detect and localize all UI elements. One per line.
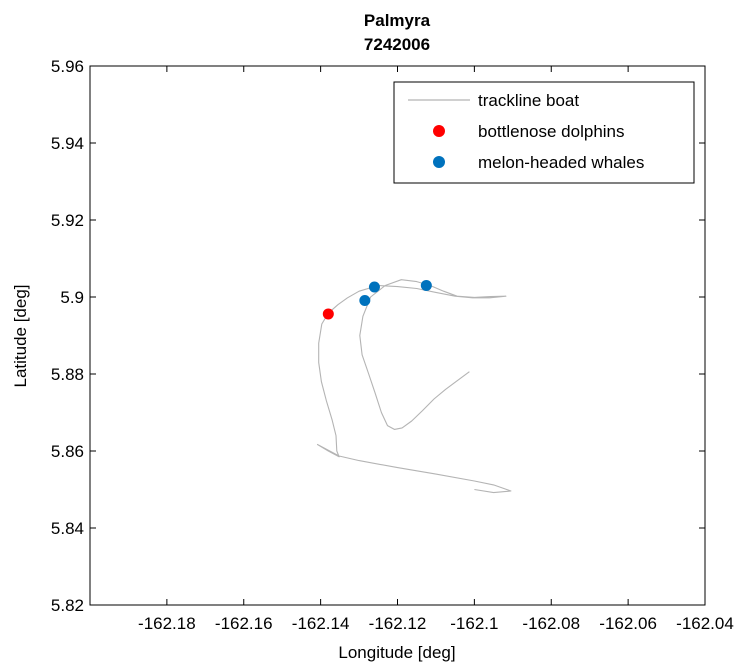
- y-tick-label: 5.88: [51, 365, 84, 384]
- ticks-layer: -162.18 -162.16 -162.14 -162.12 -162.1 -162.0…: [51, 57, 734, 633]
- x-tick-label: -162.12: [369, 614, 427, 633]
- legend: trackline boat bottlenose dolphins melon…: [393, 81, 695, 184]
- x-tick-label: -162.08: [522, 614, 580, 633]
- y-tick-label: 5.82: [51, 596, 84, 615]
- legend-swatch-dolphins: [433, 125, 445, 137]
- legend-label-dolphins: bottlenose dolphins: [478, 122, 625, 141]
- legend-label-whales: melon-headed whales: [478, 153, 644, 172]
- x-tick-label: -162.04: [676, 614, 734, 633]
- x-tick-label: -162.06: [599, 614, 657, 633]
- x-axis-label: Longitude [deg]: [338, 643, 455, 662]
- x-tick-label: -162.1: [450, 614, 498, 633]
- y-axis-label: Latitude [deg]: [11, 284, 30, 387]
- y-tick-label: 5.96: [51, 57, 84, 76]
- points-layer: [322, 279, 432, 320]
- y-tick-label: 5.94: [51, 134, 84, 153]
- whale-sighting-point: [420, 279, 432, 291]
- y-tick-label: 5.86: [51, 442, 84, 461]
- x-tick-label: -162.18: [138, 614, 196, 633]
- y-tick-label: 5.9: [60, 288, 84, 307]
- dolphin-sighting-point: [322, 308, 334, 320]
- track-layer: [316, 279, 512, 494]
- trackline-path: [316, 279, 512, 494]
- legend-swatch-whales: [433, 156, 445, 168]
- whale-sighting-point: [368, 281, 380, 293]
- x-tick-label: -162.16: [215, 614, 273, 633]
- chart-title: Palmyra: [364, 11, 431, 30]
- x-tick-label: -162.14: [292, 614, 350, 633]
- whale-sighting-point: [359, 294, 371, 306]
- y-tick-label: 5.92: [51, 211, 84, 230]
- y-tick-label: 5.84: [51, 519, 84, 538]
- chart-subtitle: 7242006: [364, 35, 430, 54]
- legend-label-trackline: trackline boat: [478, 91, 579, 110]
